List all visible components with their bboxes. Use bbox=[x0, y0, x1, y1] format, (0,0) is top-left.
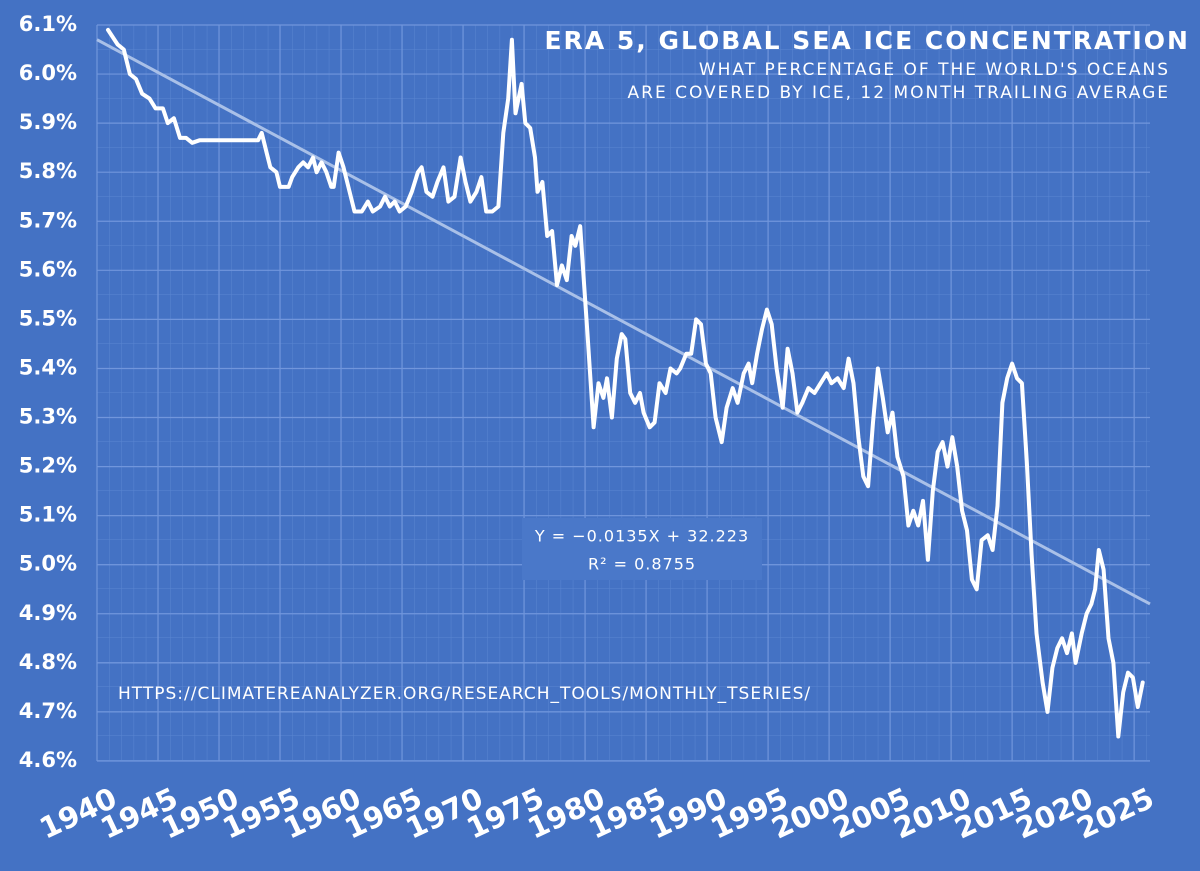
r-squared: R² = 0.8755 bbox=[588, 555, 696, 574]
y-tick-label: 5.3% bbox=[19, 405, 77, 429]
y-tick-label: 5.7% bbox=[19, 208, 77, 232]
y-tick-label: 5.4% bbox=[19, 355, 77, 379]
y-tick-label: 6.1% bbox=[19, 12, 77, 36]
chart-title: ERA 5, GLOBAL SEA ICE CONCENTRATION bbox=[544, 26, 1190, 55]
y-tick-label: 5.6% bbox=[19, 257, 77, 281]
trend-equation: Y = −0.0135X + 32.223 bbox=[534, 527, 749, 546]
subtitle: WHAT PERCENTAGE OF THE WORLD'S OCEANS bbox=[699, 60, 1170, 80]
y-tick-label: 4.8% bbox=[19, 650, 77, 674]
source-url: HTTPS://CLIMATEREANALYZER.ORG/RESEARCH_T… bbox=[118, 684, 811, 704]
data-line bbox=[106, 27, 1145, 739]
y-tick-label: 5.2% bbox=[19, 454, 77, 478]
y-tick-label: 4.6% bbox=[19, 748, 77, 772]
y-tick-label: 4.7% bbox=[19, 699, 77, 723]
annotation-box bbox=[522, 518, 762, 580]
y-tick-label: 5.9% bbox=[19, 110, 77, 134]
y-tick-label: 5.1% bbox=[19, 503, 77, 527]
y-tick-label: 4.9% bbox=[19, 601, 77, 625]
trend-line bbox=[96, 38, 1151, 606]
minor-grid bbox=[97, 25, 1150, 761]
y-tick-label: 6.0% bbox=[19, 61, 77, 85]
y-tick-label: 5.0% bbox=[19, 552, 77, 576]
y-tick-label: 5.5% bbox=[19, 306, 77, 330]
subtitle: ARE COVERED BY ICE, 12 MONTH TRAILING AV… bbox=[628, 83, 1171, 103]
y-tick-label: 5.8% bbox=[19, 159, 77, 183]
